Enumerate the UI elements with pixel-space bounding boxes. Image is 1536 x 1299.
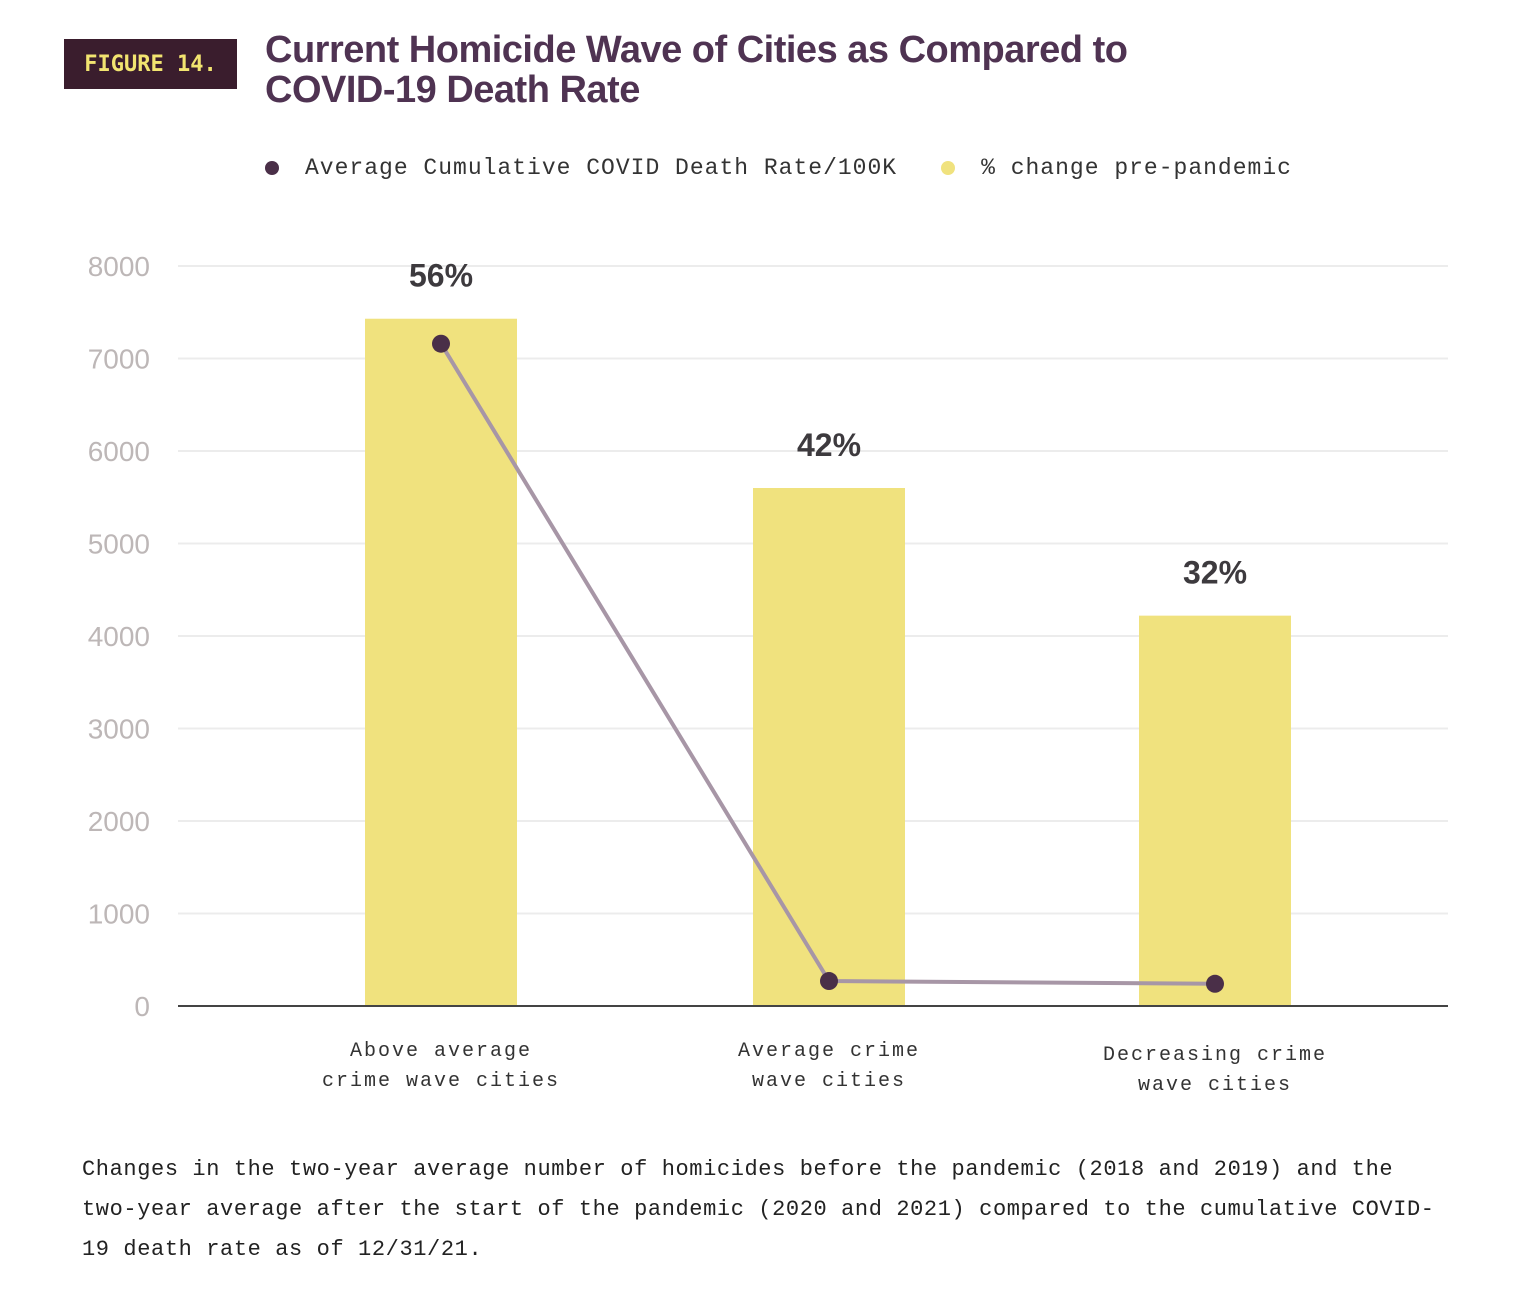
caption: Changes in the two-year average number o… <box>82 1157 1435 1262</box>
bar-data-label: 32% <box>1183 555 1247 591</box>
legend-label: % change pre-pandemic <box>981 155 1292 181</box>
legend-item-death-rate: Average Cumulative COVID Death Rate/100K <box>265 155 897 181</box>
y-tick-label: 7000 <box>88 344 150 375</box>
x-tick-label: wave cities <box>752 1070 906 1093</box>
bar <box>365 318 517 1007</box>
legend: Average Cumulative COVID Death Rate/100K… <box>265 155 1336 181</box>
legend-label: Average Cumulative COVID Death Rate/100K <box>305 155 898 181</box>
x-tick-label: Average crime <box>738 1040 920 1063</box>
x-tick-label: Decreasing crime <box>1103 1044 1327 1067</box>
y-tick-label: 1000 <box>88 899 150 930</box>
y-tick-label: 5000 <box>88 529 150 560</box>
bar <box>753 488 905 1006</box>
bar-data-label: 42% <box>797 427 861 463</box>
y-tick-label: 8000 <box>88 251 150 282</box>
line-point <box>1206 974 1224 993</box>
y-tick-label: 6000 <box>88 436 150 467</box>
bar <box>1139 615 1291 1006</box>
y-tick-label: 0 <box>134 991 150 1022</box>
line-point <box>432 334 450 353</box>
line-point <box>820 972 838 991</box>
y-tick-label: 4000 <box>88 621 150 652</box>
x-tick-label: wave cities <box>1138 1074 1292 1097</box>
chart: 0 1000 2000 3000 4000 5000 6000 7000 8000 56% 42% 3… <box>88 251 1448 1097</box>
x-tick-label: Above average <box>350 1040 532 1063</box>
y-tick-label: 2000 <box>88 806 150 837</box>
legend-dot-pct-change <box>941 161 956 175</box>
legend-dot-death-rate <box>265 161 279 175</box>
x-tick-label: crime wave cities <box>322 1070 560 1093</box>
y-tick-label: 3000 <box>88 714 150 745</box>
bar-data-label: 56% <box>409 258 473 294</box>
figure-label: FIGURE 14. <box>64 39 237 89</box>
chart-title: Current Homicide Wave of Cities as Compa… <box>265 29 1128 111</box>
legend-item-pct-change: % change pre-pandemic <box>941 155 1292 181</box>
